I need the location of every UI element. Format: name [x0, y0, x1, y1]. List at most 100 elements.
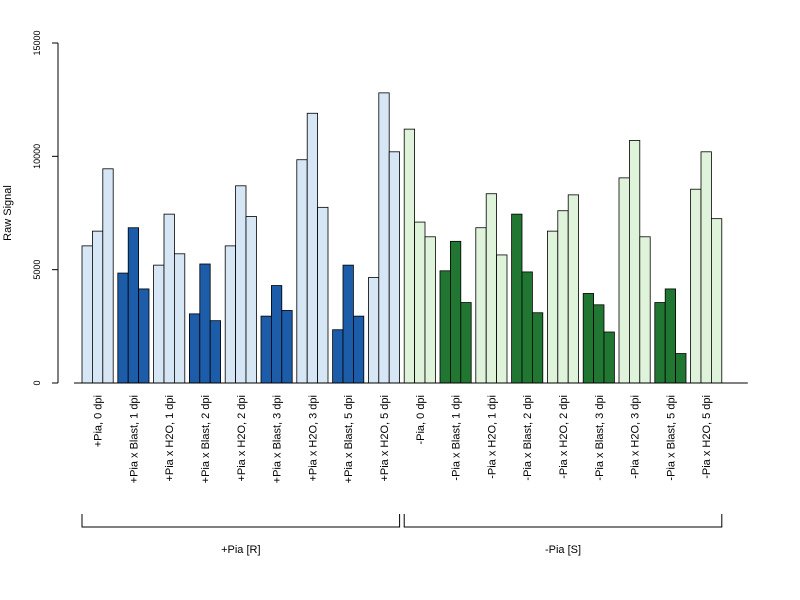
- bar: [629, 140, 641, 384]
- bar-group: [475, 193, 508, 384]
- category-label: +Pia x Blast, 1 dpi: [128, 395, 140, 483]
- category-label: -Pia x Blast, 5 dpi: [665, 395, 677, 481]
- bar: [235, 185, 247, 384]
- bar: [81, 245, 93, 384]
- category-label: +Pia x Blast, 2 dpi: [200, 395, 212, 483]
- bar: [188, 313, 201, 384]
- bar: [414, 221, 426, 384]
- bar-group: [153, 213, 186, 384]
- bar: [557, 210, 569, 384]
- category-label: -Pia x Blast, 1 dpi: [451, 395, 463, 481]
- bar: [403, 128, 416, 384]
- bar: [209, 320, 221, 384]
- bar: [199, 263, 211, 384]
- category-label: +Pia x H2O, 3 dpi: [307, 395, 319, 482]
- bar: [449, 240, 462, 384]
- bar: [224, 245, 236, 384]
- category-label: +Pia x Blast, 5 dpi: [343, 395, 355, 483]
- bar: [547, 230, 559, 384]
- category-label: +Pia x H2O, 5 dpi: [379, 395, 391, 482]
- bar: [388, 151, 401, 384]
- category-label: -Pia x Blast, 2 dpi: [522, 395, 534, 481]
- bar-group: [547, 194, 580, 384]
- group-label: -Pia [S]: [545, 544, 581, 556]
- bar: [690, 188, 702, 384]
- bar-group: [117, 227, 150, 384]
- y-axis: 0 5000 10000 15000: [32, 30, 59, 386]
- bar-group: [296, 112, 329, 384]
- bar: [603, 331, 615, 384]
- group-bracket: -Pia [S]: [403, 514, 723, 556]
- bar: [439, 270, 451, 384]
- bar: [117, 272, 129, 384]
- category-label: -Pia x H2O, 3 dpi: [630, 395, 642, 479]
- bar-group: [439, 240, 472, 384]
- bar: [102, 168, 114, 384]
- group-brackets: +Pia [R] -Pia [S]: [81, 514, 723, 556]
- category-label: -Pia x H2O, 1 dpi: [486, 395, 498, 479]
- bar: [460, 302, 472, 384]
- bar: [639, 236, 651, 384]
- bracket-line: [81, 514, 401, 528]
- category-label: -Pia x Blast, 3 dpi: [594, 395, 606, 481]
- category-label: +Pia x Blast, 3 dpi: [272, 395, 284, 483]
- bar: [317, 206, 329, 384]
- y-tick-label: 5000: [32, 260, 42, 280]
- bar: [270, 285, 283, 384]
- y-axis-title: Raw Signal: [2, 185, 14, 241]
- category-label: -Pia x H2O, 2 dpi: [558, 395, 570, 479]
- bar-group: [367, 92, 401, 384]
- category-label: -Pia x H2O, 5 dpi: [701, 395, 713, 479]
- bar: [654, 302, 666, 384]
- y-tick-label: 10000: [32, 144, 42, 169]
- bar: [700, 151, 712, 384]
- bar: [352, 315, 365, 384]
- bar: [521, 271, 533, 384]
- bar: [367, 277, 380, 384]
- bar: [711, 218, 723, 384]
- category-labels: +Pia, 0 dpi +Pia x Blast, 1 dpi +Pia x H2O…: [93, 395, 714, 483]
- bar: [163, 213, 175, 384]
- bar-group: [81, 168, 114, 384]
- bar: [260, 315, 272, 384]
- bar-group: [582, 293, 615, 384]
- bar: [618, 177, 630, 384]
- bar-group: [690, 151, 723, 384]
- bar-group: [332, 264, 365, 384]
- bar: [582, 293, 595, 384]
- bar-group: [654, 288, 687, 384]
- bar: [332, 329, 344, 384]
- bar: [675, 353, 687, 384]
- bar: [92, 230, 104, 384]
- bar-group: [224, 185, 257, 384]
- category-label: +Pia x H2O, 1 dpi: [164, 395, 176, 482]
- bar-group: [188, 263, 221, 384]
- bar-group: [511, 213, 544, 384]
- bar: [378, 92, 390, 384]
- bar: [424, 236, 436, 384]
- bar: [153, 264, 165, 384]
- bar: [593, 304, 605, 384]
- bar: [475, 227, 487, 384]
- bar: [281, 310, 293, 384]
- bar: [511, 213, 523, 384]
- bar: [567, 194, 580, 384]
- bar: [532, 312, 544, 384]
- bars: [81, 92, 723, 384]
- bar-group: [403, 128, 436, 384]
- group-bracket: +Pia [R]: [81, 514, 401, 556]
- bar: [496, 254, 508, 384]
- y-tick-label: 0: [32, 380, 42, 385]
- y-tick-label: 15000: [32, 30, 42, 55]
- bar: [138, 288, 150, 384]
- bracket-line: [403, 514, 723, 528]
- group-label: +Pia [R]: [221, 544, 260, 556]
- bar: [173, 253, 186, 384]
- category-label: +Pia, 0 dpi: [93, 395, 105, 447]
- bar-group: [618, 140, 651, 384]
- bar: [306, 112, 319, 384]
- bar: [127, 227, 139, 384]
- bar-group: [260, 285, 293, 384]
- bar: [342, 264, 354, 384]
